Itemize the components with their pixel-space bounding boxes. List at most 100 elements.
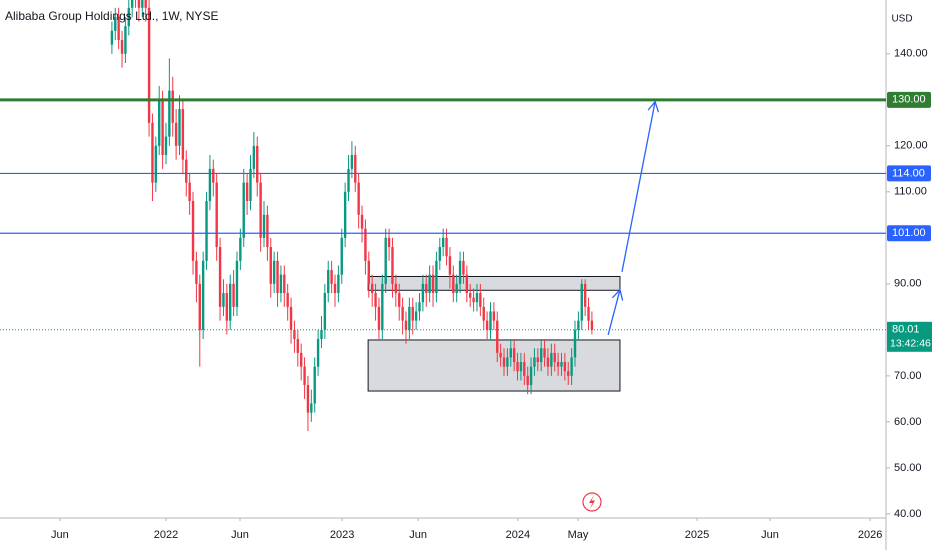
- candle-body: [212, 168, 215, 183]
- candle-body: [205, 201, 208, 261]
- candle-body: [117, 17, 120, 41]
- candle-body: [398, 293, 401, 307]
- candle-body: [299, 352, 303, 367]
- candle-body: [587, 306, 590, 321]
- candle-body: [320, 329, 323, 340]
- candle-body: [556, 362, 560, 367]
- x-tick-label: 2025: [685, 529, 709, 541]
- candle-body: [188, 182, 191, 202]
- y-tick-label: 60.00: [894, 416, 922, 428]
- candle-body: [367, 260, 371, 284]
- zone-box: [367, 339, 621, 392]
- x-tick-label: 2024: [506, 529, 530, 541]
- candle-body: [276, 260, 279, 294]
- candle-body: [445, 237, 448, 257]
- candle-body: [161, 99, 164, 156]
- candle-body: [536, 357, 540, 363]
- candle-body: [286, 293, 289, 307]
- candle-body: [563, 362, 567, 372]
- candle-body: [540, 348, 543, 363]
- candle-body: [232, 283, 235, 307]
- level-label: 114.00: [892, 167, 925, 179]
- candle-body: [154, 145, 158, 183]
- candle-body: [452, 274, 455, 294]
- candle-body: [411, 306, 414, 321]
- candle-body: [303, 366, 306, 386]
- candle-body: [151, 122, 154, 183]
- candle-body: [191, 201, 195, 261]
- x-tick-label: 2023: [330, 529, 354, 541]
- candle-body: [431, 274, 435, 294]
- candle-body: [215, 182, 218, 248]
- x-tick-label: Jun: [761, 529, 779, 541]
- candle-body: [293, 329, 296, 340]
- candle-body: [428, 274, 431, 294]
- candle-body: [465, 274, 469, 294]
- candle-body: [269, 247, 272, 284]
- y-tick-label: 140.00: [894, 48, 928, 60]
- candle-body: [425, 283, 428, 294]
- candle-body: [323, 293, 327, 330]
- arrow-line: [621, 101, 656, 273]
- candle-body: [469, 293, 472, 298]
- candle-body: [543, 348, 546, 358]
- candle-body: [499, 352, 502, 358]
- candle-body: [384, 237, 387, 284]
- y-tick-label: 40.00: [894, 508, 922, 520]
- candle-body: [546, 357, 550, 367]
- candle-body: [404, 320, 408, 330]
- candle-body: [340, 237, 343, 275]
- candle-body: [130, 0, 134, 8]
- candle-body: [458, 260, 462, 284]
- candle-body: [225, 293, 229, 321]
- candle-body: [164, 136, 168, 156]
- candle-body: [506, 357, 509, 367]
- candle-body: [472, 297, 475, 303]
- candle-body: [360, 214, 364, 229]
- candle-body: [583, 283, 587, 307]
- candle-body: [590, 320, 594, 330]
- candle-body: [168, 90, 171, 137]
- arrow-head: [611, 288, 624, 301]
- candle-body: [381, 283, 384, 330]
- y-tick-label: 70.00: [894, 370, 922, 382]
- candle-body: [350, 155, 354, 169]
- candle-body: [249, 168, 252, 202]
- candle-body: [195, 260, 198, 284]
- candle-body: [337, 274, 340, 294]
- candle-body: [523, 362, 526, 376]
- candle-body: [218, 247, 222, 307]
- candle-body: [333, 283, 337, 294]
- candle-body: [147, 7, 151, 123]
- alert-icon[interactable]: [582, 492, 602, 512]
- candle-body: [374, 293, 377, 307]
- candle-body: [181, 109, 185, 160]
- x-tick-label: Jun: [51, 529, 69, 541]
- candle-body: [492, 311, 496, 321]
- candle-body: [370, 283, 374, 294]
- x-tick-label: May: [568, 529, 589, 541]
- last-price-label: 80.01: [892, 324, 920, 336]
- countdown-label: 13:42:46: [890, 338, 931, 350]
- candle-body: [496, 320, 499, 353]
- chart-title: Alibaba Group Holdings Ltd., 1W, NYSE: [5, 9, 218, 23]
- candle-body: [144, 0, 147, 8]
- level-label: 130.00: [892, 94, 926, 106]
- candle-body: [306, 385, 310, 413]
- candle-body: [516, 362, 519, 372]
- candle-body: [441, 237, 445, 248]
- candle-body: [438, 247, 441, 261]
- candle-body: [455, 283, 458, 294]
- plot-area: [110, 0, 621, 432]
- candle-body: [485, 320, 489, 330]
- level-label: 101.00: [892, 227, 926, 239]
- candle-body: [533, 357, 536, 367]
- currency-label[interactable]: USD: [891, 14, 912, 25]
- candle-body: [296, 339, 300, 353]
- candle-body: [567, 371, 570, 376]
- candle-body: [289, 306, 293, 330]
- candle-body: [330, 270, 333, 284]
- candle-body: [327, 270, 330, 294]
- candle-body: [435, 260, 438, 294]
